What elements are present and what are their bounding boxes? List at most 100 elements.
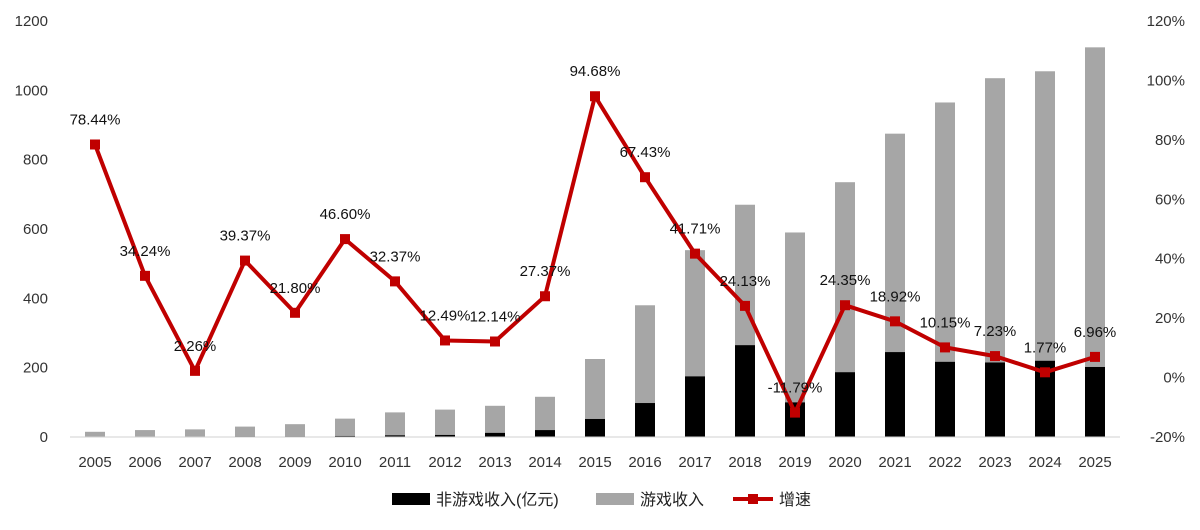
x-tick-label: 2006 (128, 454, 161, 471)
x-tick-label: 2005 (78, 454, 111, 471)
legend-label-growth: 增速 (779, 491, 811, 509)
bar-non-game-revenue (785, 402, 805, 437)
bar-game-revenue (85, 431, 105, 437)
growth-marker (590, 91, 600, 102)
growth-data-label: 18.92% (870, 288, 921, 305)
bar-non-game-revenue (935, 361, 955, 437)
bar-game-revenue (885, 133, 905, 353)
growth-marker (840, 300, 850, 311)
growth-data-label: 6.96% (1074, 324, 1117, 341)
x-tick-label: 2012 (428, 454, 461, 471)
x-tick-label: 2014 (528, 454, 561, 471)
bar-game-revenue (1085, 47, 1105, 367)
growth-marker (940, 342, 950, 353)
y-left-tick-label: 400 (23, 290, 48, 307)
bar-game-revenue (835, 182, 855, 373)
growth-data-label: 7.23% (974, 323, 1017, 340)
bar-game-revenue (535, 396, 555, 431)
x-tick-label: 2020 (828, 454, 861, 471)
bar-game-revenue (585, 359, 605, 419)
bar-game-revenue (685, 250, 705, 377)
x-tick-label: 2017 (678, 454, 711, 471)
legend-swatch-non-game (392, 493, 430, 505)
growth-data-label: 2.26% (174, 338, 217, 355)
legend-swatch-game (596, 493, 634, 505)
x-tick-label: 2023 (978, 454, 1011, 471)
y-left-tick-label: 200 (23, 360, 48, 377)
x-tick-label: 2013 (478, 454, 511, 471)
y-left-tick-label: 0 (40, 429, 48, 446)
growth-data-label: 24.35% (820, 272, 871, 289)
growth-marker (1090, 351, 1100, 362)
y-right-tick-label: 80% (1155, 132, 1185, 149)
x-tick-label: 2021 (878, 454, 911, 471)
bar-non-game-revenue (685, 376, 705, 437)
y-right-tick-label: 120% (1147, 13, 1185, 30)
growth-data-label: 12.49% (420, 307, 471, 324)
growth-marker (240, 255, 250, 266)
y-right-tick-label: 60% (1155, 191, 1185, 208)
x-tick-label: 2024 (1028, 454, 1061, 471)
x-tick-label: 2022 (928, 454, 961, 471)
bar-non-game-revenue (1085, 366, 1105, 437)
x-tick-label: 2007 (178, 454, 211, 471)
bar-non-game-revenue (385, 435, 405, 437)
x-tick-label: 2015 (578, 454, 611, 471)
growth-marker (890, 316, 900, 327)
growth-data-label: 34.24% (120, 243, 171, 260)
growth-data-label: 1.77% (1024, 339, 1067, 356)
x-tick-label: 2025 (1078, 454, 1111, 471)
growth-marker (90, 139, 100, 150)
bar-non-game-revenue (835, 372, 855, 437)
bar-non-game-revenue (735, 345, 755, 437)
legend-label-game: 游戏收入 (640, 491, 704, 509)
x-tick-label: 2010 (328, 454, 361, 471)
growth-data-label: 46.60% (320, 206, 371, 223)
growth-data-label: 39.37% (220, 228, 271, 245)
bar-non-game-revenue (535, 430, 555, 437)
growth-marker (790, 407, 800, 418)
y-left-tick-label: 1200 (15, 13, 48, 30)
bar-game-revenue (135, 430, 155, 437)
bar-game-revenue (485, 405, 505, 433)
x-tick-label: 2019 (778, 454, 811, 471)
y-right-tick-label: -20% (1150, 429, 1185, 446)
y-right-tick-label: 100% (1147, 72, 1185, 89)
growth-data-label: 94.68% (570, 63, 621, 80)
y-right-tick-label: 0% (1163, 370, 1185, 387)
bar-game-revenue (635, 305, 655, 404)
bar-game-revenue (785, 232, 805, 403)
growth-data-label: 67.43% (620, 144, 671, 161)
bar-game-revenue (285, 424, 305, 437)
bar-game-revenue (185, 429, 205, 437)
growth-data-label: -11.79% (768, 380, 823, 397)
y-left-tick-label: 600 (23, 221, 48, 238)
growth-data-label: 41.71% (670, 221, 721, 238)
y-left-tick-label: 800 (23, 152, 48, 169)
y-left-tick-label: 1000 (15, 82, 48, 99)
x-tick-label: 2009 (278, 454, 311, 471)
y-right-tick-label: 20% (1155, 310, 1185, 327)
bar-game-revenue (335, 418, 355, 436)
bar-non-game-revenue (335, 435, 355, 437)
bar-game-revenue (985, 78, 1005, 363)
x-tick-label: 2011 (379, 454, 411, 471)
growth-data-label: 78.44% (70, 111, 121, 128)
growth-marker (290, 307, 300, 318)
bar-non-game-revenue (885, 352, 905, 437)
growth-marker (540, 291, 550, 302)
growth-marker (340, 234, 350, 245)
growth-marker (1040, 367, 1050, 378)
legend-marker-growth (748, 494, 758, 504)
growth-marker (990, 351, 1000, 362)
growth-marker (140, 270, 150, 281)
growth-data-label: 27.37% (520, 263, 571, 280)
legend-label-non-game: 非游戏收入(亿元) (436, 491, 559, 509)
growth-data-label: 12.14% (470, 308, 521, 325)
growth-data-label: 21.80% (270, 280, 321, 297)
growth-marker (440, 335, 450, 346)
bar-non-game-revenue (985, 362, 1005, 437)
growth-marker (640, 172, 650, 183)
